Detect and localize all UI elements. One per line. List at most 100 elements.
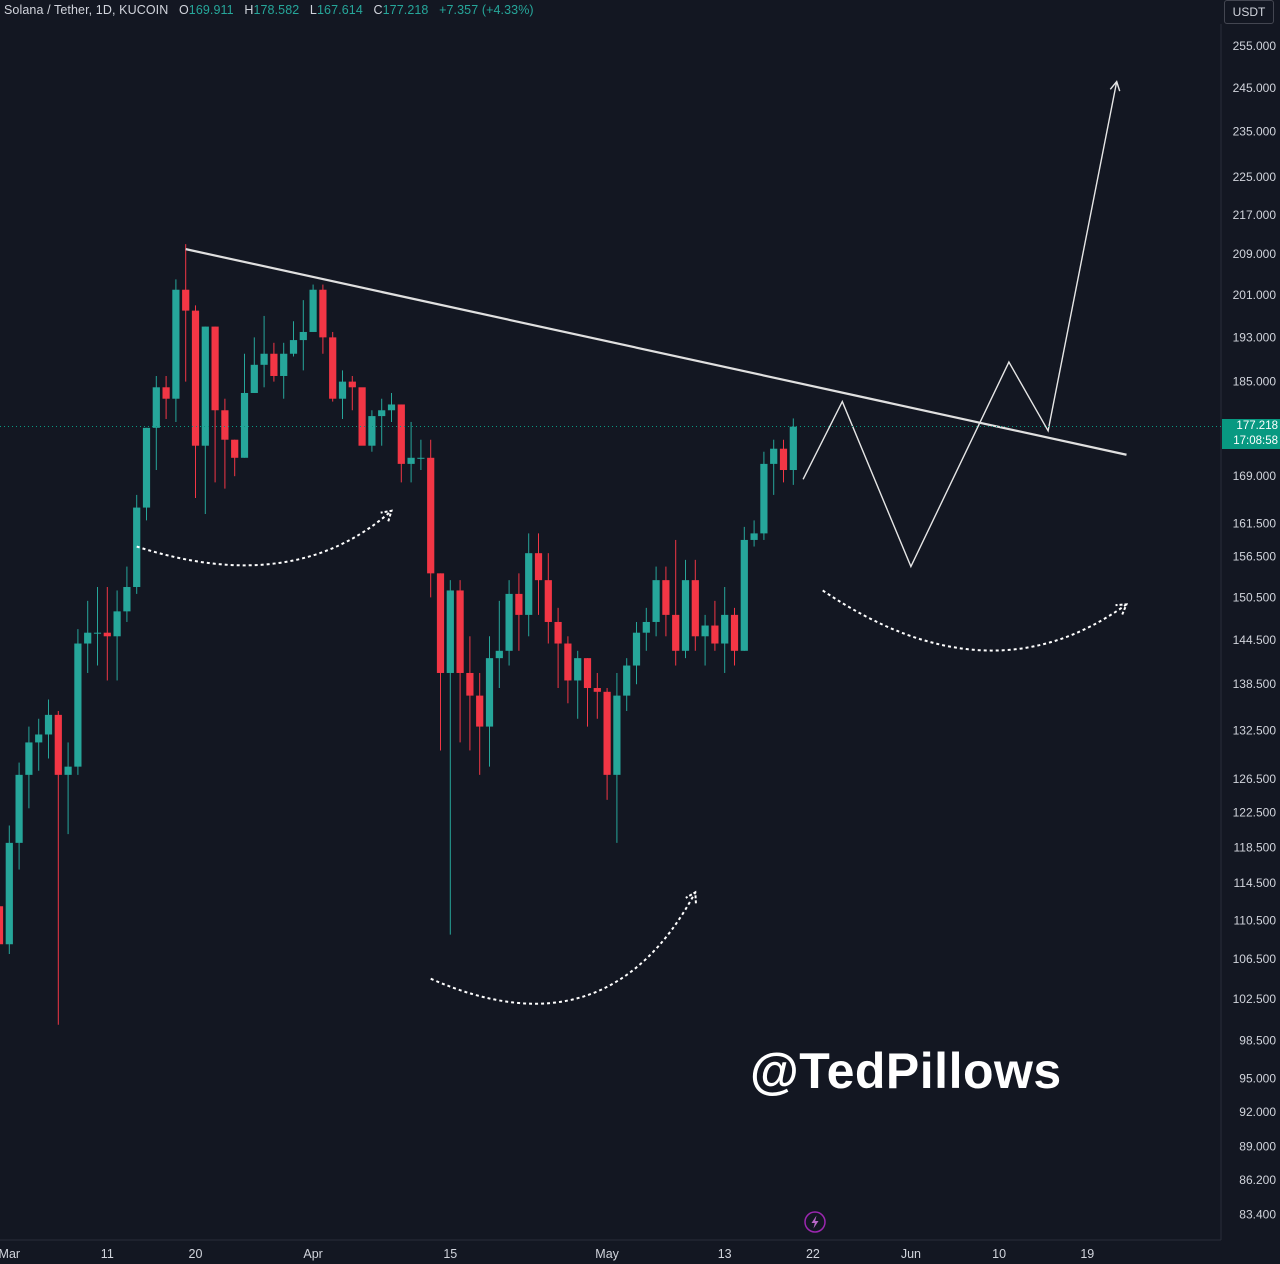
candle-body — [260, 353, 268, 365]
candle[interactable] — [740, 526, 748, 651]
candle[interactable] — [642, 607, 650, 651]
candle[interactable] — [378, 398, 386, 446]
candle[interactable] — [152, 375, 160, 471]
candle[interactable] — [427, 439, 435, 598]
candle[interactable] — [329, 331, 337, 402]
symbol-title[interactable]: Solana / Tether, 1D, KUCOIN — [4, 3, 169, 17]
candle[interactable] — [574, 650, 582, 719]
candle[interactable] — [623, 658, 631, 711]
candle[interactable] — [407, 421, 415, 483]
candle-body — [505, 593, 513, 651]
candle[interactable] — [5, 825, 13, 954]
candle[interactable] — [691, 559, 699, 651]
candle[interactable] — [172, 279, 180, 422]
candle[interactable] — [603, 688, 611, 800]
currency-button[interactable]: USDT — [1224, 0, 1274, 24]
candle-body — [358, 387, 366, 446]
candle[interactable] — [201, 326, 209, 514]
candle[interactable] — [397, 404, 405, 483]
candle[interactable] — [280, 342, 288, 399]
candle[interactable] — [593, 672, 601, 719]
time-axis[interactable]: Mar 11 20 Apr 15 May 13 22 Jun 10 19 — [0, 1239, 1221, 1261]
candle[interactable] — [456, 580, 464, 743]
candle[interactable] — [0, 856, 4, 984]
candle-body — [250, 364, 258, 393]
candle[interactable] — [84, 600, 92, 673]
candle[interactable] — [789, 418, 797, 485]
candle[interactable] — [289, 321, 298, 357]
candle[interactable] — [554, 607, 562, 689]
candle[interactable] — [64, 742, 72, 835]
candle[interactable] — [387, 392, 396, 422]
candle[interactable] — [721, 587, 729, 673]
candle[interactable] — [779, 439, 788, 483]
candle[interactable] — [358, 387, 366, 446]
candle[interactable] — [662, 566, 670, 637]
candle[interactable] — [319, 284, 327, 354]
candle[interactable] — [466, 636, 474, 751]
candle[interactable] — [505, 580, 513, 666]
candle[interactable] — [74, 629, 82, 775]
candle[interactable] — [211, 326, 219, 483]
candle[interactable] — [613, 672, 621, 843]
candle[interactable] — [525, 533, 533, 637]
candle[interactable] — [750, 520, 758, 547]
candle[interactable] — [701, 614, 709, 666]
candle[interactable] — [25, 726, 33, 809]
candle[interactable] — [534, 533, 543, 615]
candle[interactable] — [760, 451, 768, 540]
price-tick-label: 98.500 — [1239, 1033, 1276, 1047]
candle[interactable] — [15, 762, 23, 870]
high-value: 178.582 — [253, 3, 300, 17]
candle[interactable] — [476, 672, 484, 775]
candle[interactable] — [711, 600, 719, 651]
candle[interactable] — [142, 427, 151, 521]
candle[interactable] — [564, 636, 572, 704]
candle[interactable] — [250, 337, 258, 393]
candle[interactable] — [338, 370, 347, 420]
candle[interactable] — [93, 587, 102, 666]
candle[interactable] — [260, 315, 268, 388]
candle-body — [613, 695, 621, 775]
candle[interactable] — [162, 375, 170, 420]
lightning-icon[interactable] — [804, 1211, 826, 1233]
candle[interactable] — [231, 439, 239, 477]
candle[interactable] — [446, 580, 454, 935]
candle[interactable] — [544, 553, 552, 644]
candle[interactable] — [103, 587, 111, 681]
candle[interactable] — [191, 305, 200, 499]
candle[interactable] — [632, 621, 641, 685]
candle[interactable] — [270, 342, 278, 382]
price-tick-label: 118.500 — [1234, 840, 1277, 854]
candle[interactable] — [672, 539, 680, 666]
candle[interactable] — [652, 566, 660, 637]
price-tick-label: 156.500 — [1233, 550, 1277, 564]
candle[interactable] — [348, 375, 356, 411]
candle[interactable] — [182, 244, 190, 382]
candle[interactable] — [123, 566, 131, 622]
candle[interactable] — [436, 573, 445, 751]
candle[interactable] — [368, 410, 376, 452]
candle[interactable] — [221, 398, 229, 489]
candle[interactable] — [35, 718, 43, 771]
candle[interactable] — [113, 590, 121, 681]
candle[interactable] — [309, 284, 317, 332]
candle[interactable] — [133, 494, 141, 594]
candle[interactable] — [299, 300, 307, 371]
candle[interactable] — [240, 353, 249, 458]
candle[interactable] — [583, 658, 592, 727]
candle[interactable] — [44, 699, 53, 759]
candle[interactable] — [54, 710, 62, 1025]
price-axis[interactable]: 255.000 245.000 235.000 225.000 217.000 209.0… — [1220, 24, 1277, 1240]
candle[interactable] — [417, 439, 425, 471]
candle-body — [525, 553, 533, 615]
candle[interactable] — [515, 573, 523, 651]
candle[interactable] — [485, 636, 494, 767]
candle-body — [534, 553, 543, 581]
candle[interactable] — [495, 600, 503, 689]
candle[interactable] — [730, 607, 739, 666]
candle[interactable] — [770, 439, 778, 495]
candle[interactable] — [681, 559, 690, 659]
close-label: C — [373, 3, 383, 17]
